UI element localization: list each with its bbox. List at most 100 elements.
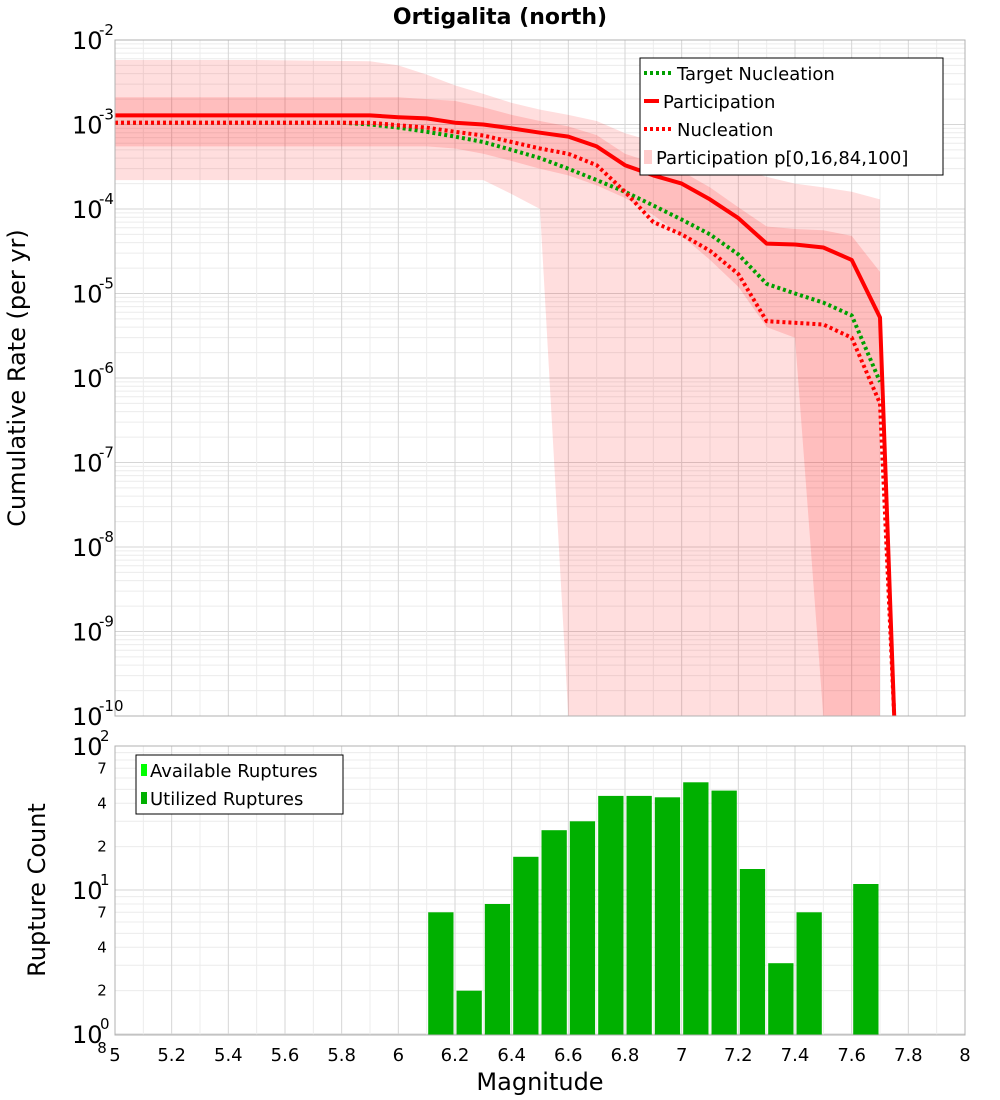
series-line-nucleation bbox=[115, 120, 897, 717]
count-y-minor-tick-label: 7 bbox=[97, 903, 107, 921]
count-bars bbox=[428, 782, 879, 1035]
count-legend: Available Ruptures Utilized Ruptures bbox=[135, 754, 344, 815]
utilized-rupture-bar bbox=[683, 782, 709, 1035]
utilized-rupture-bar bbox=[513, 856, 539, 1035]
rate-y-tick-base: 10 bbox=[72, 365, 103, 393]
rate-legend-box bbox=[639, 57, 944, 176]
x-tick-label: 6.6 bbox=[554, 1045, 583, 1066]
utilized-rupture-bar bbox=[541, 830, 567, 1035]
participation-band-outer bbox=[115, 60, 880, 716]
rate-y-tick: 10-3 bbox=[72, 106, 114, 140]
legend-swatch-utilized-ruptures bbox=[141, 792, 147, 804]
x-tick-label: 6.4 bbox=[497, 1045, 526, 1066]
count-y-tick-exponent: 2 bbox=[100, 727, 110, 745]
utilized-rupture-bar bbox=[456, 990, 482, 1035]
rate-y-tick-exponent: -10 bbox=[99, 697, 124, 715]
rate-y-axis-label: Cumulative Rate (per yr) bbox=[3, 229, 31, 527]
utilized-rupture-bar bbox=[739, 869, 766, 1035]
rate-y-ticks: 10-210-310-410-510-610-710-810-910-10 bbox=[72, 21, 124, 731]
rate-y-tick: 10-10 bbox=[72, 697, 124, 731]
count-plot-frame bbox=[114, 745, 966, 1036]
rate-lines bbox=[115, 113, 897, 717]
count-y-tick-base: 10 bbox=[72, 877, 103, 905]
x-tick-label: 6 bbox=[393, 1045, 404, 1066]
count-y-tick: 102 bbox=[72, 727, 110, 761]
rate-y-tick-base: 10 bbox=[72, 534, 103, 562]
x-tick-label: 7.8 bbox=[894, 1045, 923, 1066]
rate-legend: Target Nucleation Participation Nucleati… bbox=[639, 57, 944, 176]
participation-bands bbox=[115, 60, 880, 717]
x-tick-label: 6.8 bbox=[611, 1045, 640, 1066]
rate-y-tick-exponent: -5 bbox=[99, 275, 114, 293]
utilized-rupture-bar bbox=[626, 795, 652, 1035]
x-tick-label: 7.6 bbox=[837, 1045, 866, 1066]
chart-title: Ortigalita (north) bbox=[393, 5, 607, 30]
x-tick-label: 5.6 bbox=[271, 1045, 300, 1066]
rate-y-tick-base: 10 bbox=[72, 619, 103, 647]
utilized-rupture-bar bbox=[768, 963, 794, 1035]
x-tick-label: 8 bbox=[959, 1045, 970, 1066]
legend-label-target-nucleation: Target Nucleation bbox=[676, 64, 835, 85]
rate-y-tick: 10-9 bbox=[72, 613, 114, 647]
utilized-rupture-bar bbox=[853, 884, 879, 1035]
count-y-tick: 101 bbox=[72, 871, 110, 905]
utilized-rupture-bar bbox=[428, 912, 454, 1035]
rate-panel: 10-210-310-410-510-610-710-810-910-10 Cu… bbox=[3, 21, 966, 731]
rate-y-tick: 10-8 bbox=[72, 528, 114, 562]
count-y-minor-tick-label: 2 bbox=[97, 838, 107, 856]
utilized-rupture-bar bbox=[654, 797, 681, 1035]
legend-label-participation: Participation bbox=[663, 92, 775, 113]
rate-y-tick-exponent: -2 bbox=[99, 21, 114, 39]
utilized-rupture-bar bbox=[484, 904, 511, 1035]
rate-y-tick-exponent: -8 bbox=[99, 528, 114, 546]
rate-y-tick: 10-4 bbox=[72, 190, 114, 224]
rate-y-tick: 10-6 bbox=[72, 359, 114, 393]
x-tick-label: 6.2 bbox=[441, 1045, 470, 1066]
legend-label-nucleation: Nucleation bbox=[677, 120, 773, 141]
legend-swatch-available-ruptures bbox=[141, 764, 147, 776]
count-y-minor-tick-label: 8 bbox=[97, 1039, 107, 1057]
utilized-rupture-bar bbox=[569, 821, 596, 1035]
count-y-tick: 100 bbox=[72, 1015, 110, 1049]
rate-plot-frame bbox=[114, 39, 966, 717]
count-y-tick-exponent: 0 bbox=[100, 1015, 110, 1033]
rate-y-tick: 10-5 bbox=[72, 275, 114, 309]
x-tick-label: 5.2 bbox=[157, 1045, 186, 1066]
x-tick-label: 5 bbox=[109, 1045, 120, 1066]
x-axis-label: Magnitude bbox=[476, 1068, 603, 1096]
rate-y-tick-exponent: -4 bbox=[99, 190, 114, 208]
magnitude-x-ticks: 5 5.2 5.4 5.6 5.8 6 6.2 6.4 6.6 6.8 7 7.2 7.4 7.6 7.8 8 bbox=[109, 1045, 970, 1066]
utilized-rupture-bar bbox=[598, 795, 624, 1035]
count-y-axis-label: Rupture Count bbox=[23, 803, 51, 977]
count-y-tick-exponent: 1 bbox=[100, 871, 110, 889]
rate-y-tick-exponent: -3 bbox=[99, 106, 114, 124]
rate-y-tick-base: 10 bbox=[72, 703, 103, 731]
count-y-minor-tick-label: 4 bbox=[97, 938, 107, 956]
legend-label-available-ruptures: Available Ruptures bbox=[150, 761, 318, 782]
utilized-rupture-bar bbox=[711, 790, 737, 1035]
rate-y-tick-exponent: -7 bbox=[99, 444, 114, 462]
x-tick-label: 5.4 bbox=[214, 1045, 243, 1066]
count-y-minor-tick-label: 7 bbox=[97, 759, 107, 777]
legend-swatch-participation-bands bbox=[644, 150, 652, 164]
x-tick-label: 7.4 bbox=[781, 1045, 810, 1066]
rate-y-tick: 10-7 bbox=[72, 444, 114, 478]
legend-label-participation-bands: Participation p[0,16,84,100] bbox=[656, 148, 908, 169]
count-legend-box bbox=[135, 754, 344, 815]
rate-y-tick-base: 10 bbox=[72, 281, 103, 309]
rate-y-tick-base: 10 bbox=[72, 450, 103, 478]
count-y-minor-tick-label: 4 bbox=[97, 794, 107, 812]
rate-y-tick-base: 10 bbox=[72, 112, 103, 140]
rate-y-tick-base: 10 bbox=[72, 196, 103, 224]
legend-label-utilized-ruptures: Utilized Ruptures bbox=[150, 789, 303, 810]
series-line-participation bbox=[115, 113, 897, 717]
count-y-tick-base: 10 bbox=[72, 733, 103, 761]
count-y-tick-base: 10 bbox=[72, 1021, 103, 1049]
utilized-rupture-bar bbox=[796, 912, 822, 1035]
rate-y-tick: 10-2 bbox=[72, 21, 114, 55]
x-tick-label: 7.2 bbox=[724, 1045, 753, 1066]
x-tick-label: 7 bbox=[676, 1045, 687, 1066]
